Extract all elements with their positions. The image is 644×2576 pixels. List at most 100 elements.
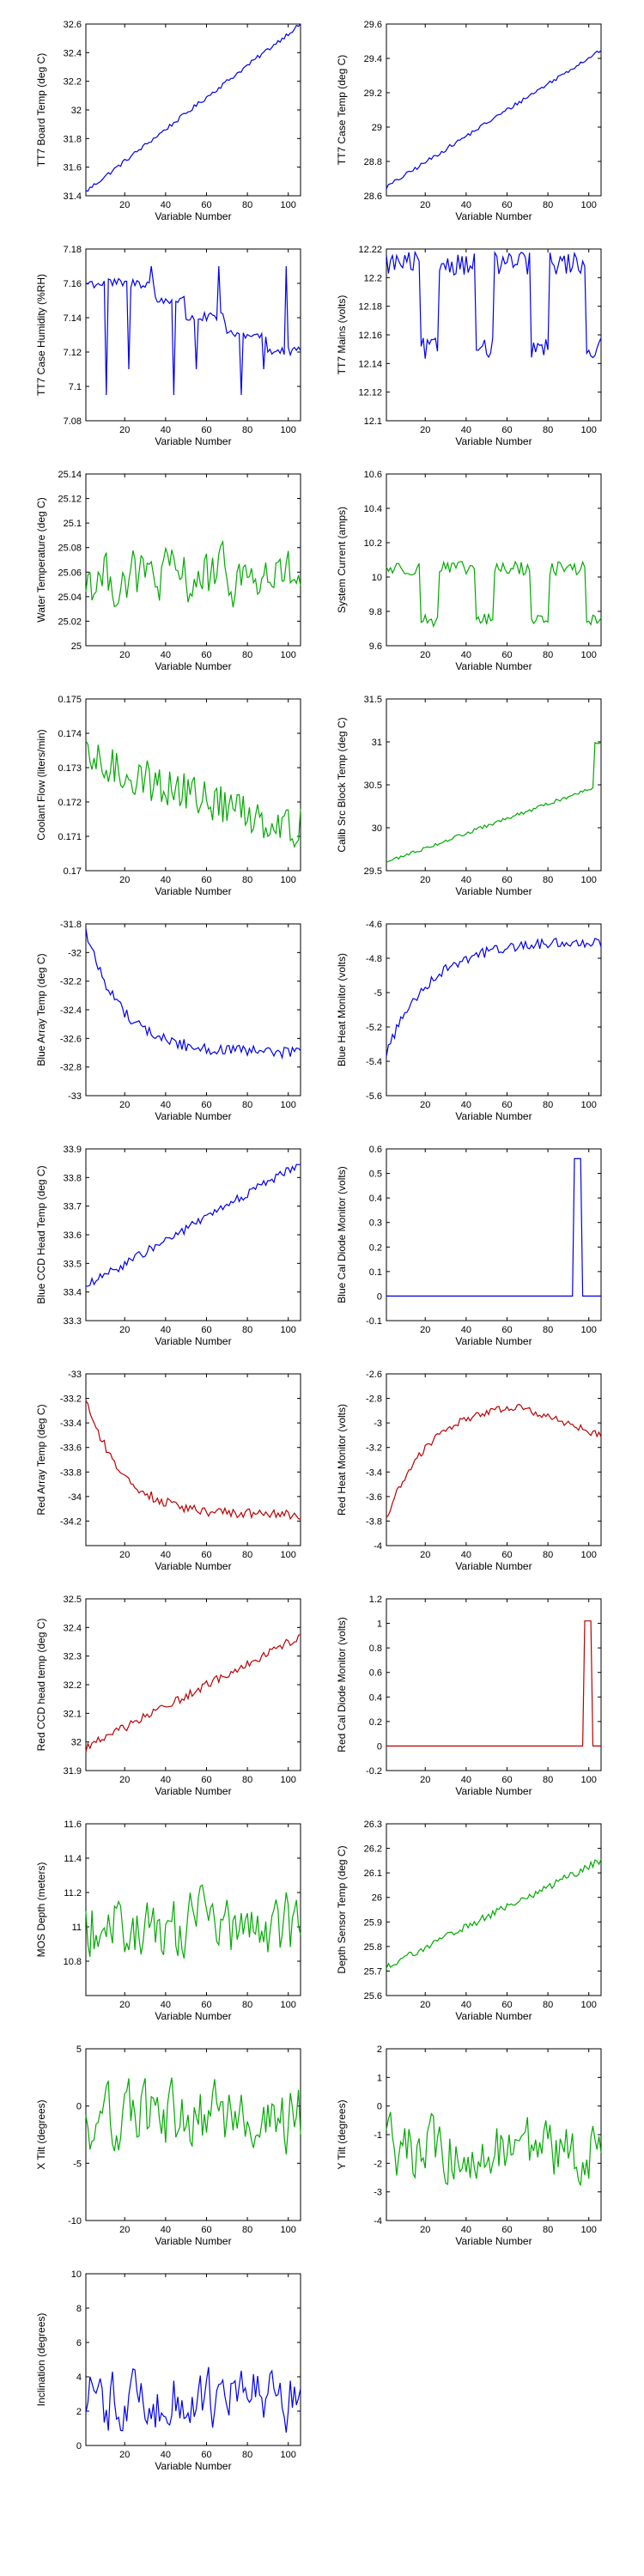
y-tick-label: 0: [377, 1741, 382, 1752]
y-tick-label: 26.1: [364, 1868, 382, 1879]
plot-frame: [386, 473, 602, 647]
y-tick-label: -1: [374, 2130, 382, 2141]
x-tick-label: 80: [543, 1775, 553, 1785]
series-line: [85, 2366, 301, 2433]
y-tick-label: 25.04: [58, 592, 82, 603]
x-tick-label: 100: [581, 425, 597, 435]
plot-frame: [386, 698, 602, 872]
y-tick-label: 0.174: [58, 729, 82, 739]
y-tick-label: 0: [76, 2441, 82, 2451]
y-axis-label: TT7 Mains (volts): [336, 295, 348, 375]
x-axis-label: Variable Number: [455, 660, 532, 672]
y-tick-label: 31.8: [64, 134, 82, 144]
y-tick-label: -2.6: [366, 1370, 382, 1380]
y-tick-label: -5: [374, 988, 382, 999]
y-tick-label: 12.14: [358, 359, 382, 369]
series-line: [85, 740, 301, 848]
y-tick-label: 2: [76, 2407, 82, 2417]
x-tick-label: 40: [461, 875, 471, 885]
x-tick-label: 60: [501, 200, 512, 210]
y-axis-label: Blue CCD Head Temp (deg C): [35, 1165, 47, 1303]
y-tick-label: 1.2: [369, 1595, 382, 1605]
y-axis-label: System Current (amps): [336, 507, 348, 613]
series-line: [85, 539, 301, 608]
y-tick-label: 25.02: [58, 617, 82, 627]
series-line: [85, 1633, 301, 1753]
y-tick-label: 25.12: [58, 495, 82, 505]
y-axis-label: TT7 Case Temp (deg C): [336, 55, 348, 166]
chart-p11: 20 40 60 80 100 33.3 33.4 33.5 33.6 33.7 33.8 33.9 V…: [35, 1145, 301, 1347]
x-tick-label: 20: [420, 875, 430, 885]
y-tick-label: -32.8: [60, 1063, 82, 1073]
plot-frame: [85, 1598, 301, 1771]
y-tick-label: 33.7: [64, 1202, 82, 1212]
x-tick-label: 80: [543, 425, 553, 435]
y-tick-label: 0: [76, 2102, 82, 2112]
y-tick-label: -5.2: [366, 1023, 382, 1033]
y-tick-label: -33.8: [60, 1467, 82, 1478]
y-tick-label: 12.12: [358, 388, 382, 398]
y-tick-label: 0.173: [58, 763, 82, 774]
x-tick-label: 100: [581, 1325, 597, 1335]
y-tick-label: 29.6: [364, 20, 382, 30]
y-tick-label: 29.2: [364, 88, 382, 99]
y-tick-label: 6: [76, 2338, 82, 2348]
plot-frame: [85, 1373, 301, 1546]
y-tick-label: -4.8: [366, 954, 382, 964]
x-tick-label: 60: [201, 650, 211, 660]
x-tick-label: 40: [461, 425, 471, 435]
x-tick-label: 80: [242, 2000, 252, 2010]
plot-frame: [85, 248, 301, 422]
x-tick-label: 60: [201, 2000, 211, 2010]
x-tick-label: 60: [201, 2450, 211, 2460]
y-tick-label: 25.8: [364, 1942, 382, 1953]
chart-p12: 20 40 60 80 100 -0.1 0 0.1 0.2 0.3 0.4 0.5 0.6 Variab…: [336, 1145, 602, 1347]
y-tick-label: 11.2: [64, 1888, 82, 1899]
series-line: [386, 560, 602, 629]
y-tick-label: 10.8: [64, 1957, 82, 1967]
y-tick-label: 33.4: [64, 1288, 82, 1298]
plot-frame: [386, 1148, 602, 1321]
chart-p4: 20 40 60 80 100 12.1 12.12 12.14 12.16 12.18 12.2 1…: [336, 245, 602, 447]
y-tick-label: -3.8: [366, 1516, 382, 1527]
y-axis-label: TT7 Board Temp (deg C): [35, 53, 47, 167]
x-tick-label: 80: [242, 200, 252, 210]
x-tick-label: 60: [501, 1325, 512, 1335]
y-tick-label: 11.6: [64, 1820, 82, 1830]
plot-frame: [386, 923, 602, 1097]
y-tick-label: -31.8: [60, 920, 82, 930]
x-tick-label: 40: [461, 1100, 471, 1110]
y-tick-label: -33.4: [60, 1419, 82, 1429]
y-tick-label: -2: [374, 2159, 382, 2169]
y-tick-label: 0.1: [369, 1267, 382, 1278]
plot-frame: [85, 2273, 301, 2446]
y-tick-label: 0.5: [369, 1170, 382, 1180]
x-tick-label: 60: [201, 200, 211, 210]
y-tick-label: 33.6: [64, 1230, 82, 1241]
x-axis-label: Variable Number: [455, 210, 532, 222]
chart-p3: 20 40 60 80 100 7.08 7.1 7.12 7.14 7.16 7.18 Variab…: [35, 245, 301, 447]
x-tick-label: 100: [581, 2000, 597, 2010]
y-tick-label: 12.1: [364, 416, 382, 427]
x-tick-label: 100: [281, 2000, 296, 2010]
x-tick-label: 40: [161, 650, 171, 660]
y-tick-label: -3: [374, 2188, 382, 2198]
y-tick-label: 12.22: [358, 245, 382, 255]
y-axis-label: MOS Depth (meters): [35, 1862, 47, 1958]
y-axis-label: Calib Src Block Temp (deg C): [336, 717, 348, 852]
x-axis-label: Variable Number: [155, 1335, 231, 1347]
y-axis-label: Blue Heat Monitor (volts): [336, 953, 348, 1066]
x-tick-label: 20: [119, 2450, 130, 2460]
series-line: [85, 265, 301, 396]
y-axis-label: Red Array Temp (deg C): [35, 1404, 47, 1515]
y-tick-label: -5: [73, 2159, 82, 2169]
x-tick-label: 40: [461, 1325, 471, 1335]
y-tick-label: -5.4: [366, 1057, 382, 1067]
chart-p10: 20 40 60 80 100 -5.6 -5.4 -5.2 -5 -4.8 -4.6 Variabl…: [336, 920, 602, 1122]
y-tick-label: 10.4: [364, 504, 382, 514]
y-tick-label: -33: [68, 1091, 82, 1102]
plot-frame: [85, 698, 301, 872]
x-tick-label: 20: [119, 200, 130, 210]
x-tick-label: 20: [119, 1325, 130, 1335]
y-tick-label: 32.6: [64, 20, 82, 30]
